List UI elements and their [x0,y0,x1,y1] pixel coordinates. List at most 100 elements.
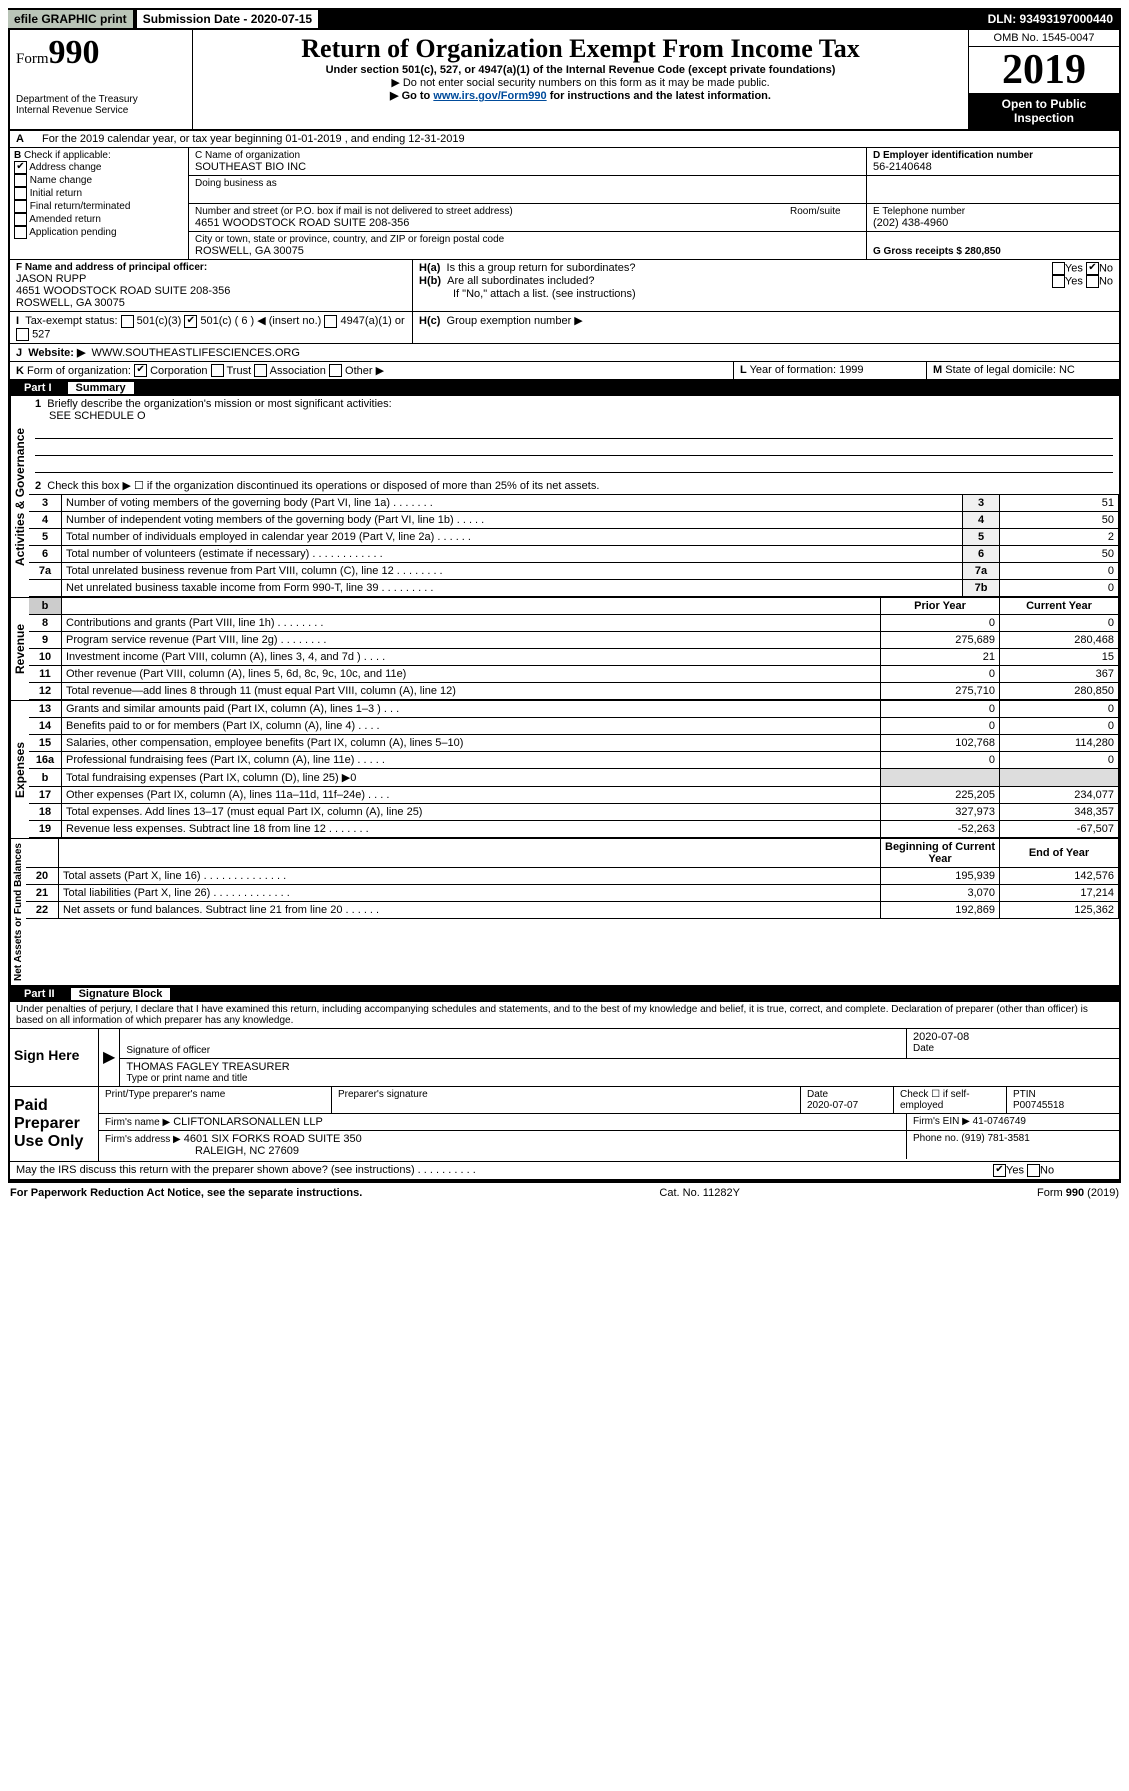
form-sub3: ▶ Go to www.irs.gov/Form990 for instruct… [199,89,962,102]
discuss-yes[interactable]: ✔ [993,1164,1006,1177]
section-ag: Activities & Governance 1 Briefly descri… [10,396,1119,598]
ha-label: Is this a group return for subordinates? [447,262,1052,275]
officer-addr2: ROSWELL, GA 30075 [16,297,406,309]
check-self: Check ☐ if self-employed [894,1087,1007,1113]
table-row: 13Grants and similar amounts paid (Part … [29,701,1119,718]
tax-year-range: For the 2019 calendar year, or tax year … [36,131,1119,147]
b-checkbox-item[interactable]: Name change [14,174,184,187]
open-inspection: Open to Public Inspection [969,93,1119,129]
firm-addr2: RALEIGH, NC 27609 [105,1145,299,1157]
b-checkbox-item[interactable]: Application pending [14,226,184,239]
footer: For Paperwork Reduction Act Notice, see … [8,1183,1121,1203]
f-label: F Name and address of principal officer: [16,262,406,273]
officer-name: JASON RUPP [16,273,406,285]
paid-preparer-row: Paid Preparer Use Only Print/Type prepar… [10,1087,1119,1162]
c-name-label: C Name of organization [195,150,838,161]
line2-label: Check this box ▶ ☐ if the organization d… [47,480,599,492]
top-bar: efile GRAPHIC print Submission Date - 20… [8,8,1121,30]
d-label: D Employer identification number [873,150,1113,161]
row-a: A For the 2019 calendar year, or tax yea… [10,131,1119,148]
table-row: 15Salaries, other compensation, employee… [29,735,1119,752]
table-row: 17Other expenses (Part IX, column (A), l… [29,787,1119,804]
prep-sig-label: Preparer's signature [332,1087,801,1113]
i-label: Tax-exempt status: [25,315,117,327]
footer-right: Form 990 (2019) [1037,1187,1119,1199]
form-header: Form990 Department of the Treasury Inter… [10,30,1119,131]
b-checkbox-item[interactable]: ✔ Address change [14,161,184,174]
discuss-no[interactable] [1027,1164,1040,1177]
table-row: 16aProfessional fundraising fees (Part I… [29,752,1119,769]
firm-ein: 41-0746749 [973,1116,1026,1127]
line1-label: Briefly describe the organization's miss… [47,398,391,410]
table-row: 8Contributions and grants (Part VIII, li… [29,615,1119,632]
submission-date: Submission Date - 2020-07-15 [137,10,318,28]
footer-left: For Paperwork Reduction Act Notice, see … [10,1187,362,1199]
ptin-value: P00745518 [1013,1100,1064,1111]
dln-label: DLN: 93493197000440 [988,12,1121,26]
prep-date: 2020-07-07 [807,1100,858,1111]
table-row: 14Benefits paid to or for members (Part … [29,718,1119,735]
hb-no[interactable] [1086,275,1099,288]
b-label: Check if applicable: [24,150,111,161]
tax-year: 2019 [969,47,1119,93]
b-checkbox-item[interactable]: Amended return [14,213,184,226]
sign-here-row: Sign Here ▶ Signature of officer 2020-07… [10,1029,1119,1087]
hc-label: Group exemption number ▶ [447,315,583,327]
rows-bcdefg: B Check if applicable: ✔ Address change … [10,148,1119,260]
table-row: 10Investment income (Part VIII, column (… [29,649,1119,666]
hb-yes[interactable] [1052,275,1065,288]
hb-label: Are all subordinates included? [447,275,1052,288]
table-row: 11Other revenue (Part VIII, column (A), … [29,666,1119,683]
e-label: E Telephone number [873,206,1113,217]
form-number: Form990 [16,34,186,72]
b-checkbox-item[interactable]: Initial return [14,187,184,200]
discuss-label: May the IRS discuss this return with the… [10,1162,987,1179]
dba-label: Doing business as [195,178,860,189]
form-title: Return of Organization Exempt From Incom… [199,34,962,64]
ag-label: Activities & Governance [10,396,29,597]
current-year-header: Current Year [1000,598,1119,615]
b-checkbox-item[interactable]: Final return/terminated [14,200,184,213]
eoy-header: End of Year [1000,839,1119,868]
form-container: Form990 Department of the Treasury Inter… [8,30,1121,1183]
street-value: 4651 WOODSTOCK ROAD SUITE 208-356 [195,217,778,229]
website-value: WWW.SOUTHEASTLIFESCIENCES.ORG [92,347,300,359]
na-label: Net Assets or Fund Balances [10,839,26,985]
table-row: 4Number of independent voting members of… [29,512,1119,529]
table-row: 5Total number of individuals employed in… [29,529,1119,546]
form-subtitle: Under section 501(c), 527, or 4947(a)(1)… [199,64,962,76]
firm-phone: Phone no. (919) 781-3581 [907,1131,1119,1159]
rev-label: Revenue [10,598,29,700]
firm-addr1: 4601 SIX FORKS ROAD SUITE 350 [184,1133,362,1145]
hb2-label: If "No," attach a list. (see instruction… [419,288,1113,300]
table-row: 3Number of voting members of the governi… [29,495,1119,512]
irs-link[interactable]: www.irs.gov/Form990 [433,90,546,102]
sig-officer-label: Signature of officer [126,1045,900,1056]
footer-mid: Cat. No. 11282Y [659,1187,740,1199]
table-row: 7aTotal unrelated business revenue from … [29,563,1119,580]
k-label: Form of organization: [27,365,131,377]
prep-name-label: Print/Type preparer's name [99,1087,332,1113]
bcy-header: Beginning of Current Year [881,839,1000,868]
table-row: 20Total assets (Part X, line 16) . . . .… [26,868,1119,885]
exp-label: Expenses [10,701,29,838]
row-j: J Website: ▶ WWW.SOUTHEASTLIFESCIENCES.O… [10,344,1119,362]
name-title-label: Type or print name and title [126,1073,1113,1084]
sig-date: 2020-07-08 [913,1031,1113,1043]
table-row: 19Revenue less expenses. Subtract line 1… [29,821,1119,838]
l-label: Year of formation: 1999 [750,364,864,376]
rows-fh: F Name and address of principal officer:… [10,260,1119,312]
city-value: ROSWELL, GA 30075 [195,245,860,257]
ha-yes[interactable] [1052,262,1065,275]
firm-name: CLIFTONLARSONALLEN LLP [173,1116,323,1128]
room-label: Room/suite [784,204,867,231]
table-row: Net unrelated business taxable income fr… [29,580,1119,597]
section-exp: Expenses 13Grants and similar amounts pa… [10,701,1119,839]
irs-label: Internal Revenue Service [16,105,186,116]
row-i-hc: I Tax-exempt status: 501(c)(3) ✔ 501(c) … [10,312,1119,344]
efile-label[interactable]: efile GRAPHIC print [8,10,133,28]
table-row: 18Total expenses. Add lines 13–17 (must … [29,804,1119,821]
prior-year-header: Prior Year [881,598,1000,615]
ein-value: 56-2140648 [873,161,1113,173]
ha-no[interactable]: ✔ [1086,262,1099,275]
